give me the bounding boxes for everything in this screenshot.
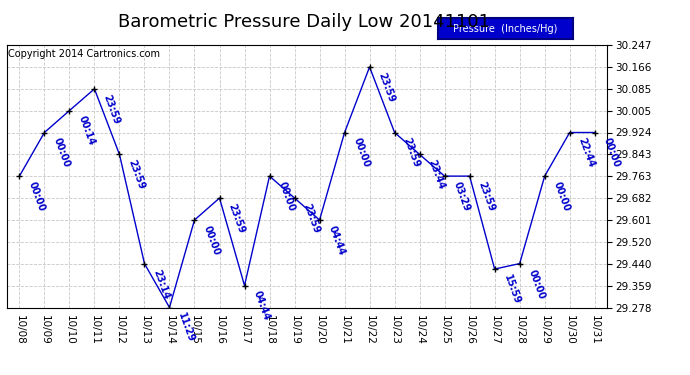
- Text: 23:59: 23:59: [377, 71, 397, 104]
- Text: Pressure  (Inches/Hg): Pressure (Inches/Hg): [453, 24, 558, 33]
- Text: 00:00: 00:00: [551, 180, 571, 213]
- Text: 00:00: 00:00: [277, 180, 297, 213]
- Text: 23:59: 23:59: [101, 93, 121, 126]
- Text: 23:59: 23:59: [226, 202, 246, 235]
- Text: Copyright 2014 Cartronics.com: Copyright 2014 Cartronics.com: [8, 49, 159, 59]
- Text: 23:14: 23:14: [151, 268, 171, 300]
- Text: 00:14: 00:14: [77, 115, 97, 147]
- Text: 04:44: 04:44: [251, 290, 271, 322]
- Text: 04:44: 04:44: [326, 224, 346, 257]
- Text: 15:59: 15:59: [502, 273, 522, 306]
- Text: 23:59: 23:59: [302, 202, 322, 235]
- Text: 00:00: 00:00: [602, 136, 622, 169]
- Text: 00:00: 00:00: [526, 268, 546, 300]
- Text: 00:00: 00:00: [351, 136, 371, 169]
- Text: 23:59: 23:59: [126, 159, 146, 191]
- Text: Barometric Pressure Daily Low 20141101: Barometric Pressure Daily Low 20141101: [117, 13, 490, 31]
- Text: 00:00: 00:00: [51, 136, 71, 169]
- Text: 22:44: 22:44: [577, 136, 597, 169]
- Text: 23:44: 23:44: [426, 159, 446, 191]
- Text: 23:59: 23:59: [402, 136, 422, 169]
- Text: 00:00: 00:00: [26, 180, 46, 213]
- Text: 23:59: 23:59: [477, 180, 497, 213]
- Text: 11:29: 11:29: [177, 312, 197, 344]
- Text: 00:00: 00:00: [201, 224, 221, 257]
- Text: 03:29: 03:29: [451, 180, 471, 213]
